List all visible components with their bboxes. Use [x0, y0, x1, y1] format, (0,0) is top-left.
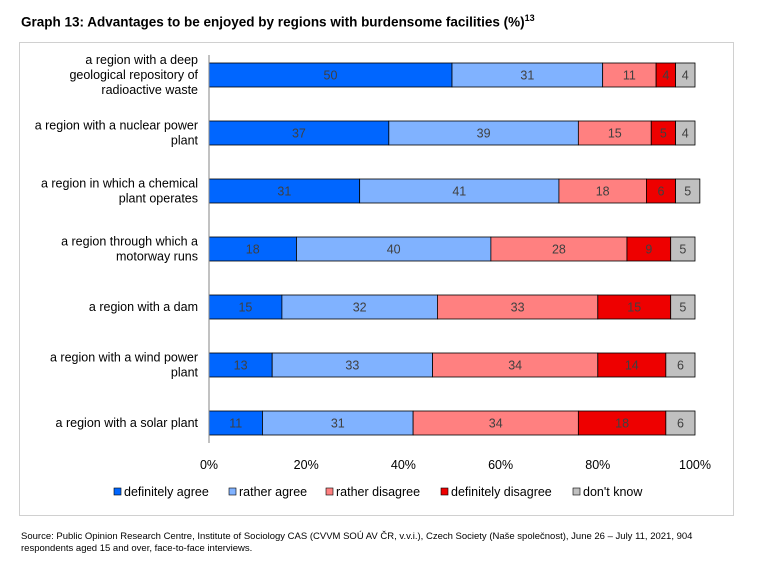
category-label: a region through which a motorway runs	[61, 235, 198, 264]
legend-label: rather disagree	[336, 485, 420, 499]
data-label: 34	[489, 417, 503, 431]
bar-segment	[558, 178, 647, 204]
data-label: 6	[658, 185, 665, 199]
legend-swatch	[113, 487, 122, 496]
data-label: 5	[679, 301, 686, 315]
bar-segment	[208, 294, 283, 320]
bar-segment	[208, 352, 273, 378]
data-label: 18	[246, 243, 260, 257]
data-label: 18	[596, 185, 610, 199]
x-tick-label: 100%	[679, 458, 711, 472]
data-label: 4	[682, 69, 689, 83]
legend-swatch	[325, 487, 334, 496]
category-label: a region with a solar plant	[56, 416, 199, 430]
data-label: 33	[511, 301, 525, 315]
data-label: 32	[353, 301, 367, 315]
bar-segment	[262, 410, 414, 436]
data-label: 14	[625, 359, 639, 373]
chart-frame	[19, 42, 734, 516]
category-label: a region with a nuclear power plant	[35, 119, 199, 148]
data-label: 37	[292, 127, 306, 141]
data-label: 33	[345, 359, 359, 373]
data-label: 11	[229, 417, 242, 431]
data-label: 6	[677, 417, 684, 431]
data-label: 50	[324, 69, 338, 83]
data-label: 31	[520, 69, 534, 83]
category-label: a region with a wind power plant	[50, 351, 199, 380]
bar-segment	[577, 410, 667, 436]
bar-segment	[597, 294, 672, 320]
data-label: 5	[684, 185, 691, 199]
data-label: 11	[623, 69, 636, 83]
bar-segment	[602, 62, 657, 88]
bar-segment	[675, 120, 696, 146]
data-label: 15	[608, 127, 622, 141]
bar-segment	[665, 410, 696, 436]
data-label: 31	[277, 185, 291, 199]
data-label: 4	[662, 69, 669, 83]
data-label: 4	[682, 127, 689, 141]
bar-segment	[208, 62, 453, 88]
bar-segment	[281, 294, 438, 320]
legend-swatch	[572, 487, 581, 496]
category-label: a region with a dam	[89, 300, 198, 314]
category-label: a region in which a chemical plant operat…	[41, 177, 198, 206]
data-label: 34	[508, 359, 522, 373]
data-label: 9	[645, 243, 652, 257]
legend-swatch	[440, 487, 449, 496]
data-label: 39	[477, 127, 491, 141]
legend-label: don't know	[583, 485, 643, 499]
bar-segment	[490, 236, 628, 262]
source-note: Source: Public Opinion Research Centre, …	[21, 531, 693, 554]
bar-segment	[208, 236, 297, 262]
legend-label: rather agree	[239, 485, 307, 499]
bar-segment	[675, 62, 696, 88]
bar-segment	[670, 294, 696, 320]
legend-label: definitely disagree	[451, 485, 552, 499]
data-label: 15	[238, 301, 252, 315]
data-label: 5	[660, 127, 667, 141]
bar-segment	[626, 236, 672, 262]
x-tick-label: 20%	[294, 458, 319, 472]
bar-segment	[296, 236, 492, 262]
data-label: 15	[627, 301, 641, 315]
x-tick-label: 0%	[200, 458, 218, 472]
bar-segment	[208, 120, 390, 146]
bar-segment	[646, 178, 676, 204]
footnote-marker: 13	[524, 13, 535, 23]
data-label: 40	[387, 243, 401, 257]
data-label: 41	[452, 185, 466, 199]
data-label: 6	[677, 359, 684, 373]
data-label: 31	[331, 417, 345, 431]
data-label: 28	[552, 243, 566, 257]
data-label: 5	[679, 243, 686, 257]
bar-segment	[665, 352, 696, 378]
legend-label: definitely agree	[124, 485, 209, 499]
data-label: 18	[615, 417, 629, 431]
bar-segment	[271, 352, 433, 378]
bar-segment	[432, 352, 599, 378]
data-label: 13	[234, 359, 248, 373]
bar-segment	[412, 410, 579, 436]
bar-segment	[597, 352, 667, 378]
legend-swatch	[228, 487, 237, 496]
chart-title: Graph 13: Advantages to be enjoyed by re…	[21, 13, 535, 30]
bar-segment	[577, 120, 652, 146]
category-label: a region with a deep geological repositor…	[69, 53, 198, 97]
bar-segment	[208, 178, 361, 204]
x-tick-label: 40%	[391, 458, 416, 472]
x-tick-label: 60%	[488, 458, 513, 472]
bar-segment	[675, 178, 701, 204]
bar-segment	[388, 120, 579, 146]
x-tick-label: 80%	[585, 458, 610, 472]
bar-segment	[670, 236, 696, 262]
